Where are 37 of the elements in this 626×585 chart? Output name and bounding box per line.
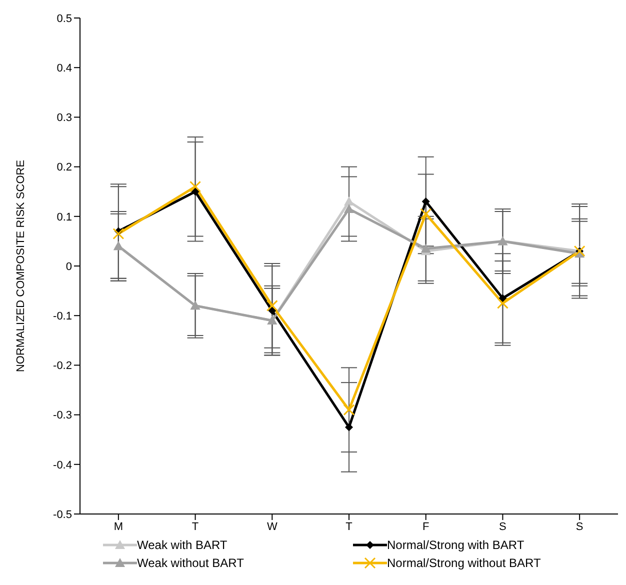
- x-tick-label: W: [266, 520, 278, 533]
- y-tick-label: -0.5: [53, 508, 72, 521]
- point: [112, 228, 124, 240]
- x-tick-label: T: [192, 520, 199, 533]
- y-tick-label: 0.4: [56, 62, 72, 75]
- y-tick-label: -0.3: [53, 410, 72, 422]
- y-tick-label: 0.1: [56, 211, 72, 224]
- y-tick-label: 0.5: [56, 12, 72, 25]
- point: [190, 180, 202, 192]
- y-tick-label: -0.4: [53, 459, 72, 472]
- x-tick-label: S: [499, 520, 506, 533]
- legend-label: Normal/Strong without BART: [387, 556, 541, 570]
- point: [191, 188, 200, 196]
- point: [420, 244, 431, 253]
- point: [344, 196, 354, 206]
- legend-label: Normal/Strong with BART: [387, 538, 524, 552]
- legend-label: Weak with BART: [137, 538, 228, 552]
- point: [343, 404, 355, 416]
- y-tick-label: 0.2: [56, 162, 72, 174]
- y-tick-label: 0: [66, 260, 72, 273]
- point: [496, 297, 508, 309]
- point: [420, 208, 432, 220]
- point: [345, 423, 353, 432]
- y-tick-label: -0.1: [53, 310, 72, 323]
- y-axis-title: NORMALIZED COMPOSITE RISK SCORE: [14, 160, 27, 372]
- x-tick-label: T: [346, 520, 353, 533]
- x-tick-label: S: [576, 520, 584, 533]
- x-tick-label: F: [422, 520, 430, 533]
- point: [498, 294, 507, 302]
- point: [344, 204, 354, 213]
- point: [266, 300, 278, 312]
- y-tick-label: 0.3: [56, 112, 72, 124]
- point: [268, 306, 276, 315]
- x-tick-label: M: [114, 520, 124, 533]
- point: [422, 198, 430, 206]
- legend-label: Weak without BART: [137, 556, 244, 570]
- y-tick-label: -0.2: [53, 360, 72, 372]
